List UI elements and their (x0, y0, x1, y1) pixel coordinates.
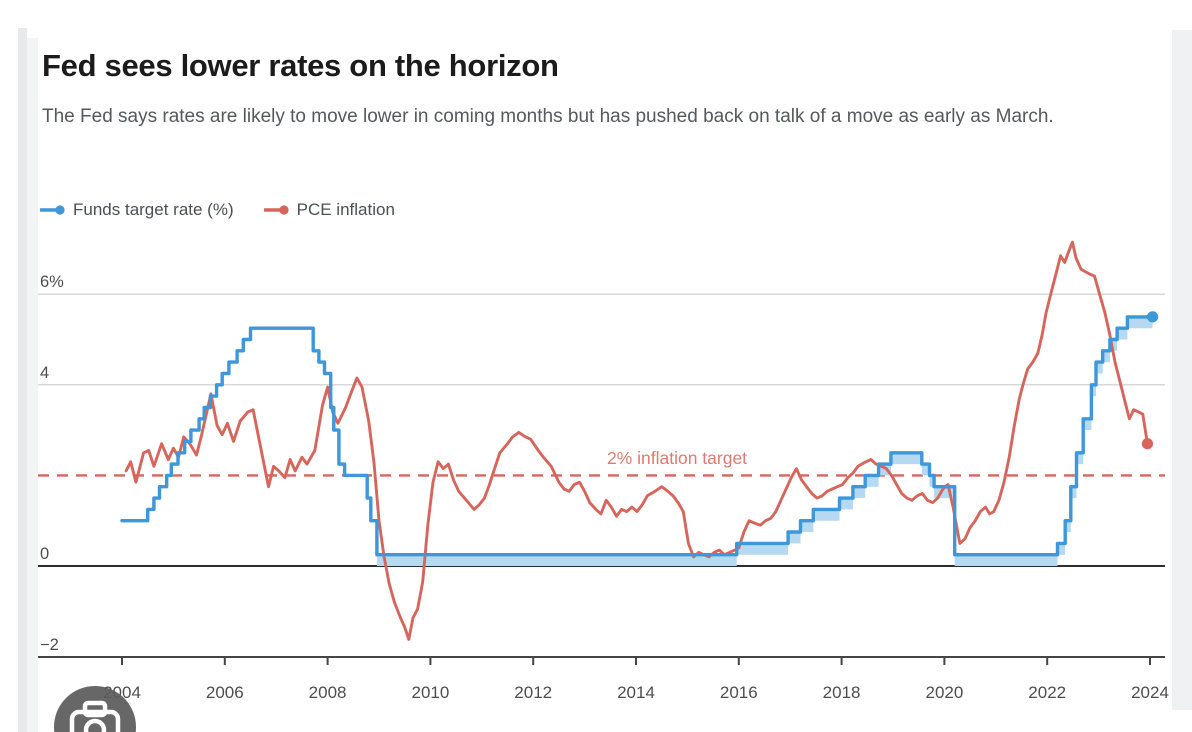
x-axis-label-2016: 2016 (720, 683, 758, 702)
funds-rate-end-dot (1146, 311, 1159, 323)
page-edge-panel (1172, 30, 1192, 710)
x-axis-label-2006: 2006 (206, 683, 244, 702)
camera-button[interactable] (45, 684, 147, 732)
chart-subtitle: The Fed says rates are likely to move lo… (42, 106, 1054, 127)
pce-inflation-line (124, 240, 1149, 641)
pce-inflation-end-dot (1141, 438, 1154, 450)
y-axis-label--2: −2 (40, 636, 59, 654)
funds-rate-legend-marker-icon (40, 205, 65, 215)
camera-button-circle (54, 686, 136, 732)
chart-legend: Funds target rate (%) PCE inflation (40, 200, 395, 220)
chart-title: Fed sees lower rates on the horizon (42, 48, 559, 83)
legend-label-pce-inflation: PCE inflation (296, 200, 395, 219)
page-edge-strip (18, 28, 27, 732)
y-axis-label-6: 6% (40, 273, 64, 291)
page-edge-strip-light (27, 38, 38, 732)
pce-inflation-legend-marker-icon (263, 205, 289, 215)
x-axis-label-2020: 2020 (925, 683, 963, 702)
x-axis-label-2024: 2024 (1131, 683, 1169, 702)
x-axis-label-2010: 2010 (411, 683, 449, 702)
x-axis-label-2012: 2012 (514, 683, 552, 702)
y-axis-label-0: 0 (40, 545, 49, 563)
x-axis-label-2018: 2018 (823, 683, 861, 702)
x-axis-label-2008: 2008 (309, 683, 347, 702)
y-axis-label-4: 4 (40, 364, 49, 382)
funds-rate-line (120, 315, 1155, 557)
legend-item-pce-inflation: PCE inflation (263, 200, 395, 220)
legend-label-funds-rate: Funds target rate (%) (73, 200, 234, 219)
inflation-target-annotation: 2% inflation target (607, 448, 747, 468)
legend-item-funds-rate: Funds target rate (%) (40, 200, 234, 220)
x-axis-label-2022: 2022 (1028, 683, 1066, 702)
camera-icon (69, 700, 121, 732)
x-axis-label-2014: 2014 (617, 683, 655, 702)
